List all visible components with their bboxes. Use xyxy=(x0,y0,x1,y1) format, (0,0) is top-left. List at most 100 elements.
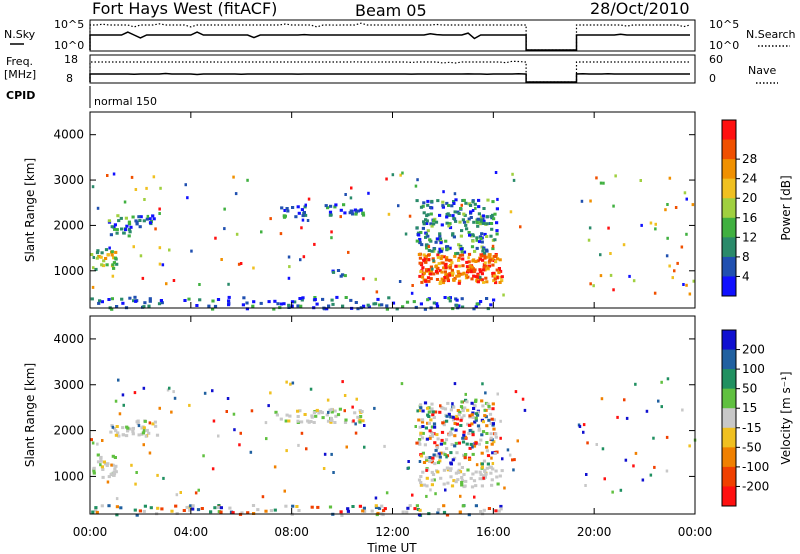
rti-cell-7 xyxy=(425,246,429,250)
rti-cell-7 xyxy=(445,221,449,225)
rti-cell-7 xyxy=(482,207,486,210)
rti-cell-8 xyxy=(110,297,114,301)
rti-cell-8 xyxy=(321,297,325,301)
rti-cell-1 xyxy=(113,223,117,227)
rti-cell-8 xyxy=(276,302,280,306)
rti-cell-2 xyxy=(330,418,334,422)
rti-cell-5 xyxy=(343,211,347,215)
rti-scatter-cell xyxy=(666,236,669,240)
rti-cell-7 xyxy=(485,222,489,226)
rti-cell-1 xyxy=(115,231,119,235)
rti-scatter-cell xyxy=(491,462,495,465)
rti-cell-5 xyxy=(359,208,363,212)
rti-cell-5 xyxy=(334,203,338,207)
rti-cell-0 xyxy=(106,253,110,257)
rti-cell-6 xyxy=(491,274,495,278)
rti-cell-1 xyxy=(113,227,117,231)
rti-cell-1 xyxy=(107,219,111,223)
beam-title: Beam 05 xyxy=(355,1,427,20)
rti-cell-6 xyxy=(495,275,499,279)
rti-cell-8 xyxy=(293,300,297,304)
rti-cell-8 xyxy=(315,302,319,306)
power-colorbar: 4 8 12 16 20 24 28 xyxy=(721,119,757,297)
rti-cell-5 xyxy=(346,507,350,511)
rti-cell-8 xyxy=(128,296,132,300)
rti-cell-6 xyxy=(429,265,433,269)
rti-cell-6 xyxy=(441,281,446,285)
cpid-value: normal 150 xyxy=(94,95,157,108)
rti-cell-6 xyxy=(442,279,446,282)
rti-cell-0 xyxy=(107,475,111,479)
rti-cell-4 xyxy=(430,460,434,464)
rti-cell-5 xyxy=(138,509,142,513)
rti-cell-7 xyxy=(481,247,486,251)
rti-scatter-cell xyxy=(165,282,168,286)
rti-cell-0 xyxy=(109,472,113,476)
rti-scatter-cell xyxy=(688,444,691,448)
rti-cell-3 xyxy=(442,468,446,472)
rti-cell-6 xyxy=(496,257,500,261)
rti-cell-6 xyxy=(424,279,428,283)
rti-scatter-cell xyxy=(471,445,474,449)
rti-cell-7 xyxy=(429,212,433,216)
freq-label: Freq. xyxy=(6,55,33,68)
rti-cell-6 xyxy=(475,276,479,280)
rti-cell-4 xyxy=(419,403,423,407)
rti-cell-4 xyxy=(428,436,432,440)
rti-cell-2 xyxy=(284,419,288,423)
rti-cell-4 xyxy=(447,433,451,437)
rti-scatter-cell xyxy=(416,409,419,413)
rti-cell-0 xyxy=(102,259,106,263)
rti-cell-7 xyxy=(426,234,430,238)
rti-scatter-cell xyxy=(227,282,230,286)
rti-cell-7 xyxy=(448,246,452,250)
rti-cell-2 xyxy=(343,421,348,424)
colorbar-segment xyxy=(722,486,736,507)
rti-cell-3 xyxy=(474,470,478,474)
rti-cell-1 xyxy=(127,228,132,232)
rti-cell-4 xyxy=(482,459,487,463)
rti-cell-4 xyxy=(487,418,491,422)
rti-scatter-cell xyxy=(609,273,613,277)
rti-cell-7 xyxy=(425,222,429,225)
rti-cell-6 xyxy=(482,263,486,267)
date-title: 28/Oct/2010 xyxy=(590,0,690,18)
rti-cell-6 xyxy=(440,277,444,281)
rti-cell-8 xyxy=(142,305,146,309)
rti-cell-5 xyxy=(94,506,98,510)
rti-cell-4 xyxy=(493,452,497,455)
rti-cell-7 xyxy=(454,219,458,223)
rti-cell-1 xyxy=(116,431,120,435)
y-tick-label: 4000 xyxy=(53,332,84,346)
rti-cell-3 xyxy=(454,480,458,484)
rti-cell-7 xyxy=(464,201,468,205)
rti-cell-8 xyxy=(378,303,382,307)
rti-cell-4 xyxy=(446,401,450,405)
rti-cell-8 xyxy=(120,297,124,301)
rti-cell-4 xyxy=(453,417,457,421)
rti-cell-7 xyxy=(425,243,429,247)
rti-cell-7 xyxy=(459,207,463,210)
rti-cell-3 xyxy=(466,468,470,472)
rti-cell-3 xyxy=(480,465,484,469)
rti-cell-4 xyxy=(420,420,425,424)
rti-scatter-cell xyxy=(411,493,414,497)
rti-cell-3 xyxy=(297,211,301,215)
rti-cell-4 xyxy=(457,413,461,417)
rti-cell-2 xyxy=(148,217,152,221)
rti-cell-6 xyxy=(450,268,454,272)
rti-scatter-cell xyxy=(668,264,671,268)
rti-cell-7 xyxy=(415,226,419,230)
rti-scatter-cell xyxy=(175,493,179,497)
rti-cell-6 xyxy=(417,253,421,256)
rti-scatter-cell xyxy=(252,266,255,270)
rti-cell-0 xyxy=(110,250,114,254)
rti-cell-7 xyxy=(480,240,484,244)
rti-cell-6 xyxy=(467,260,471,264)
rti-cell-3 xyxy=(495,475,499,479)
rti-scatter-cell xyxy=(399,173,402,177)
rti-cell-4 xyxy=(434,448,438,452)
rti-scatter-cell xyxy=(300,226,303,230)
rti-scatter-cell xyxy=(427,258,431,262)
rti-cell-3 xyxy=(491,467,495,471)
